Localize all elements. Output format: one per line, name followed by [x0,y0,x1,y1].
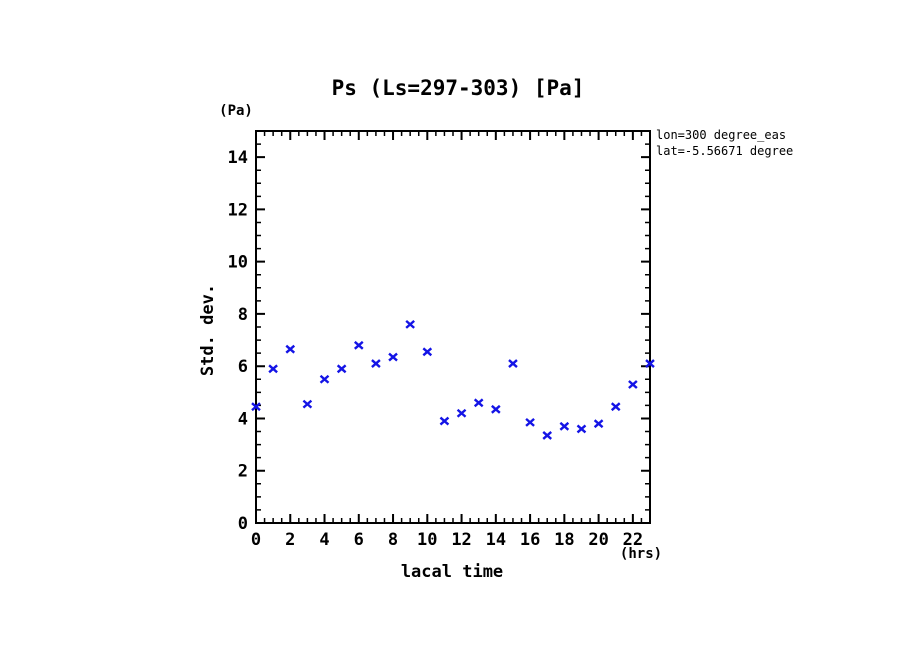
data-point-marker [559,421,570,431]
plot-title: Ps (Ls=297-303) [Pa] [332,76,585,100]
data-point-marker [422,347,433,357]
x-tick-label: 4 [319,530,329,550]
data-point-marker [508,359,518,368]
minor-ticks [256,131,650,523]
data-point-marker [405,319,415,329]
x-tick-label: 18 [554,530,574,550]
data-point-marker [353,340,364,350]
data-point-marker [439,416,450,426]
data-point-marker [285,344,296,354]
data-point-marker [388,352,398,362]
data-point-marker [645,359,655,368]
data-point-marker [251,402,261,412]
y-tick-label: 6 [238,357,248,377]
y-tick-label: 14 [228,148,248,168]
y-tick-label: 12 [228,200,248,220]
y-tick-label: 8 [238,305,248,325]
data-point-marker [473,398,484,408]
data-point-marker [336,364,347,374]
x-unit-label: (hrs) [620,546,662,562]
data-point-marker [491,404,501,414]
x-tick-label: 22 [623,530,643,550]
data-point-marker [456,408,467,418]
x-axis-title: lacal time [401,562,503,582]
x-tick-label: 10 [417,530,437,550]
x-tick-label: 2 [285,530,295,550]
data-point-marker [576,424,587,434]
data-point-marker [371,359,381,368]
data-point-marker [628,380,638,389]
plot-frame [255,130,651,524]
annotation-lat: lat=-5.56671 degree [656,144,793,158]
data-point-marker [542,431,553,440]
x-tick-label: 16 [520,530,540,550]
data-point-marker [593,419,604,429]
x-tick-label: 12 [451,530,471,550]
y-tick-label: 2 [238,462,248,482]
data-point-marker [268,364,278,374]
data-point-marker [525,417,535,427]
axis-tick-labels: 0 2 4 6 8 10 12 14 16 18 20 22 0 2 4 6 8 10 12 14 [228,148,644,550]
y-tick-label: 10 [228,253,248,273]
y-tick-label: 0 [238,514,248,534]
annotation-lon: lon=300 degree_eas [656,128,786,142]
y-unit-label: (Pa) [219,103,253,119]
x-tick-label: 14 [486,530,506,550]
y-axis-title: Std. dev. [198,284,218,376]
major-ticks [255,131,650,524]
x-tick-label: 0 [251,530,261,550]
x-tick-label: 8 [388,530,398,550]
data-point-marker [319,374,330,384]
x-tick-label: 6 [354,530,364,550]
y-tick-label: 4 [238,409,248,429]
data-point-marker [610,402,621,412]
data-point-markers [251,319,655,440]
data-point-marker [302,399,313,409]
plot-axes-box [255,130,651,524]
x-tick-label: 20 [588,530,608,550]
